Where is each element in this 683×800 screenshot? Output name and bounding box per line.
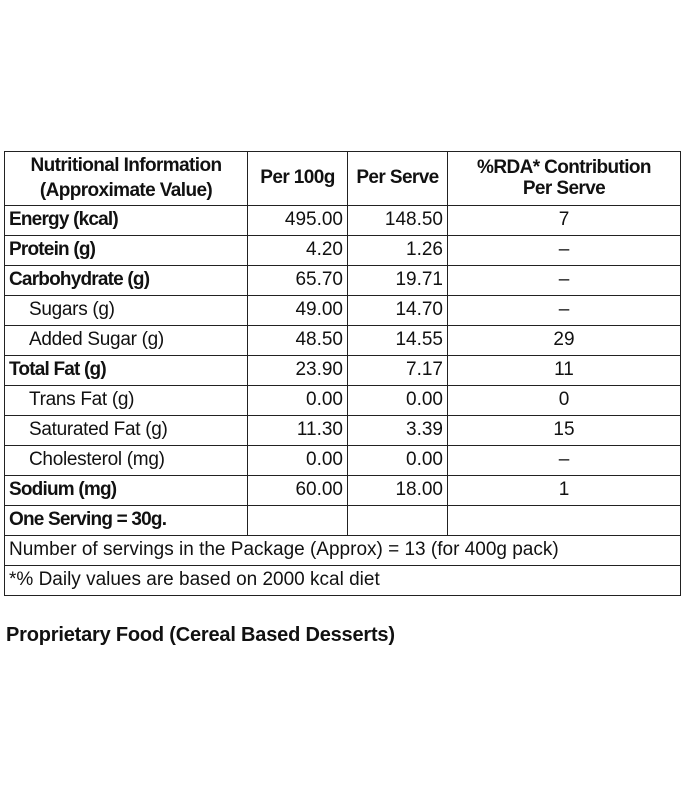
table-row-trans-fat: Trans Fat (g) 0.00 0.00 0 [4, 385, 681, 417]
per-serve-value: 0.00 [347, 385, 448, 417]
product-category-title: Proprietary Food (Cereal Based Desserts) [6, 624, 395, 646]
nutrient-name: Trans Fat (g) [4, 385, 248, 417]
serving-size: One Serving = 30g. [4, 505, 248, 537]
table-row-saturated-fat: Saturated Fat (g) 11.30 3.39 15 [4, 415, 681, 447]
per100g-value: 65.70 [247, 265, 348, 297]
table-row-sodium: Sodium (mg) 60.00 18.00 1 [4, 475, 681, 507]
per-serve-value: 3.39 [347, 415, 448, 447]
nutrient-name: Sodium (mg) [4, 475, 248, 507]
table-row-cholesterol: Cholesterol (mg) 0.00 0.00 – [4, 445, 681, 477]
per-serve-column-header: Per Serve [347, 150, 448, 207]
table-row-daily-note: *% Daily values are based on 2000 kcal d… [4, 565, 681, 597]
table-row-energy: Energy (kcal) 495.00 148.50 7 [4, 205, 681, 237]
nutrient-name: Carbohydrate (g) [4, 265, 248, 297]
nutrient-name: Saturated Fat (g) [4, 415, 248, 447]
rda-value: 1 [447, 475, 681, 507]
per100g-value: 4.20 [247, 235, 348, 267]
rda-value: 29 [447, 325, 681, 357]
empty-cell [247, 505, 348, 537]
per100g-value: 0.00 [247, 445, 348, 477]
per-serve-value: 0.00 [347, 445, 448, 477]
table-row-servings-note: Number of servings in the Package (Appro… [4, 535, 681, 567]
table-row-added-sugar: Added Sugar (g) 48.50 14.55 29 [4, 325, 681, 357]
servings-per-package-note: Number of servings in the Package (Appro… [4, 535, 681, 567]
nutrition-label: Nutritional Information (Approximate Val… [4, 150, 681, 597]
rda-value: – [447, 265, 681, 297]
nutrition-table: Nutritional Information (Approximate Val… [4, 150, 681, 597]
nutrient-header-line2: (Approximate Value) [39, 179, 213, 201]
rda-value: 15 [447, 415, 681, 447]
per-serve-value: 18.00 [347, 475, 448, 507]
per-serve-value: 14.55 [347, 325, 448, 357]
per-serve-value: 7.17 [347, 355, 448, 387]
per100g-value: 0.00 [247, 385, 348, 417]
rda-value: 11 [447, 355, 681, 387]
nutrient-name: Cholesterol (mg) [4, 445, 248, 477]
table-row-carbohydrate: Carbohydrate (g) 65.70 19.71 – [4, 265, 681, 297]
empty-cell [447, 505, 681, 537]
empty-cell [347, 505, 448, 537]
per-serve-value: 14.70 [347, 295, 448, 327]
nutrient-name: Total Fat (g) [4, 355, 248, 387]
per100g-value: 49.00 [247, 295, 348, 327]
rda-value: – [447, 235, 681, 267]
rda-value: – [447, 445, 681, 477]
table-row-total-fat: Total Fat (g) 23.90 7.17 11 [4, 355, 681, 387]
per-serve-value: 19.71 [347, 265, 448, 297]
per-serve-value: 1.26 [347, 235, 448, 267]
per100g-value: 23.90 [247, 355, 348, 387]
rda-column-header: %RDA* Contribution Per Serve [447, 150, 681, 207]
daily-values-note: *% Daily values are based on 2000 kcal d… [4, 565, 681, 597]
per100g-value: 495.00 [247, 205, 348, 237]
nutrient-name: Added Sugar (g) [4, 325, 248, 357]
nutrient-header-line1: Nutritional Information [30, 155, 223, 176]
rda-value: 7 [447, 205, 681, 237]
per100g-column-header: Per 100g [247, 150, 348, 207]
rda-value: 0 [447, 385, 681, 417]
per100g-value: 11.30 [247, 415, 348, 447]
rda-header-line2: Per Serve [522, 177, 606, 199]
per-serve-value: 148.50 [347, 205, 448, 237]
table-row-sugars: Sugars (g) 49.00 14.70 – [4, 295, 681, 327]
nutrient-column-header: Nutritional Information (Approximate Val… [4, 150, 248, 207]
rda-header-line1: %RDA* Contribution [477, 156, 652, 178]
rda-value: – [447, 295, 681, 327]
per100g-value: 48.50 [247, 325, 348, 357]
per100g-value: 60.00 [247, 475, 348, 507]
table-row-protein: Protein (g) 4.20 1.26 – [4, 235, 681, 267]
table-header-row: Nutritional Information (Approximate Val… [4, 150, 681, 207]
table-row-serving: One Serving = 30g. [4, 505, 681, 537]
nutrient-name: Energy (kcal) [4, 205, 248, 237]
nutrient-name: Sugars (g) [4, 295, 248, 327]
nutrient-name: Protein (g) [4, 235, 248, 267]
